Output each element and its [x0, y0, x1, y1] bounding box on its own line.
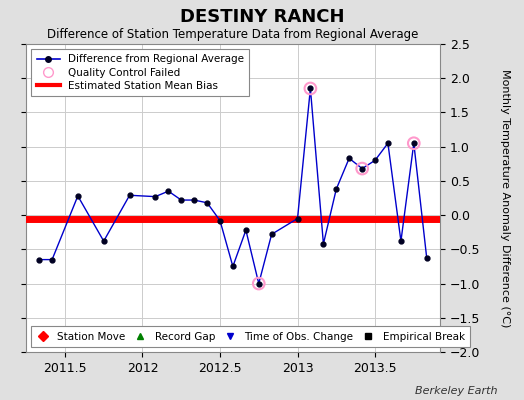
- Text: Berkeley Earth: Berkeley Earth: [416, 386, 498, 396]
- Legend: Station Move, Record Gap, Time of Obs. Change, Empirical Break: Station Move, Record Gap, Time of Obs. C…: [31, 326, 470, 347]
- Y-axis label: Monthly Temperature Anomaly Difference (°C): Monthly Temperature Anomaly Difference (…: [500, 69, 510, 327]
- Point: [306, 85, 314, 92]
- Point: [410, 140, 418, 146]
- Text: DESTINY RANCH: DESTINY RANCH: [180, 8, 344, 26]
- Title: Difference of Station Temperature Data from Regional Average: Difference of Station Temperature Data f…: [48, 28, 419, 42]
- Point: [358, 165, 366, 172]
- Point: [255, 280, 263, 287]
